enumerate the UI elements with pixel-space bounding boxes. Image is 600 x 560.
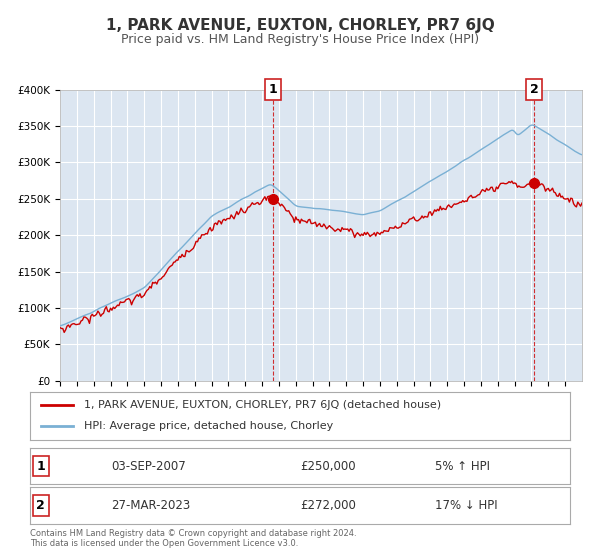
Text: £250,000: £250,000 xyxy=(300,460,356,473)
Text: 2: 2 xyxy=(37,499,45,512)
Text: 1: 1 xyxy=(269,83,278,96)
Text: 2: 2 xyxy=(530,83,539,96)
Text: 1: 1 xyxy=(37,460,45,473)
Text: HPI: Average price, detached house, Chorley: HPI: Average price, detached house, Chor… xyxy=(84,421,333,431)
Text: £272,000: £272,000 xyxy=(300,499,356,512)
Text: 5% ↑ HPI: 5% ↑ HPI xyxy=(435,460,490,473)
Text: 1, PARK AVENUE, EUXTON, CHORLEY, PR7 6JQ: 1, PARK AVENUE, EUXTON, CHORLEY, PR7 6JQ xyxy=(106,18,494,32)
Text: 17% ↓ HPI: 17% ↓ HPI xyxy=(435,499,497,512)
Text: 1, PARK AVENUE, EUXTON, CHORLEY, PR7 6JQ (detached house): 1, PARK AVENUE, EUXTON, CHORLEY, PR7 6JQ… xyxy=(84,400,441,410)
Text: 03-SEP-2007: 03-SEP-2007 xyxy=(111,460,186,473)
Text: Contains HM Land Registry data © Crown copyright and database right 2024.
This d: Contains HM Land Registry data © Crown c… xyxy=(30,529,356,548)
Text: 27-MAR-2023: 27-MAR-2023 xyxy=(111,499,190,512)
Text: Price paid vs. HM Land Registry's House Price Index (HPI): Price paid vs. HM Land Registry's House … xyxy=(121,32,479,46)
